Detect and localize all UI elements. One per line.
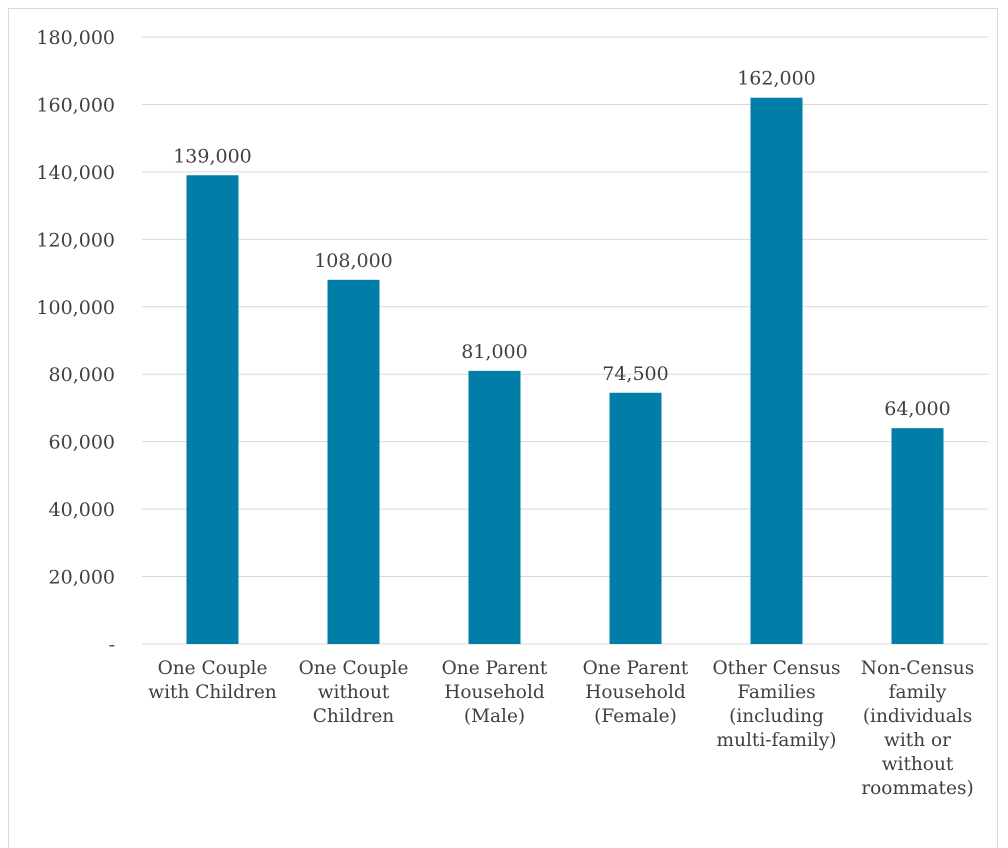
data-label: 162,000 (737, 68, 816, 90)
y-tick-label: 40,000 (49, 499, 115, 521)
data-label: 81,000 (461, 341, 527, 363)
x-tick-label: Household (444, 682, 545, 703)
data-label: 64,000 (884, 398, 950, 420)
bar (892, 428, 944, 644)
data-label: 108,000 (314, 250, 393, 272)
x-tick-label: Non-Census (861, 658, 974, 679)
x-tick-label: (including (729, 706, 824, 727)
bar (610, 393, 662, 644)
x-tick-label: without (882, 754, 954, 775)
x-tick-label: One Couple (299, 658, 409, 679)
x-axis-tick-labels: One Couple with Children One Couple without… (148, 658, 974, 799)
y-tick-label: 120,000 (36, 229, 115, 251)
y-axis-tick-labels: - 20,000 40,000 60,000 80,000 100,000 120,000 1… (36, 27, 115, 656)
bars (187, 98, 944, 644)
bar (751, 98, 803, 644)
x-tick-label: (Male) (464, 706, 525, 727)
x-tick-label: family (889, 682, 947, 703)
x-tick-label: (Female) (594, 706, 677, 727)
x-tick-label: with Children (148, 682, 277, 703)
x-tick-label: Children (313, 706, 395, 727)
y-tick-label: 140,000 (36, 162, 115, 184)
x-tick-label: without (318, 682, 390, 703)
x-tick-label: (individuals (863, 706, 972, 727)
x-tick-label: multi-family) (717, 730, 837, 751)
bar (187, 175, 239, 644)
x-tick-label: One Parent (583, 658, 689, 679)
gridlines (142, 37, 988, 644)
x-tick-label: Household (585, 682, 686, 703)
data-label: 139,000 (173, 145, 252, 167)
y-tick-label: 60,000 (49, 432, 115, 454)
y-tick-label: 160,000 (36, 94, 115, 116)
data-label: 74,500 (602, 363, 668, 385)
x-tick-label: One Couple (158, 658, 268, 679)
x-tick-label: One Parent (442, 658, 548, 679)
y-tick-label: 100,000 (36, 297, 115, 319)
y-tick-label: 180,000 (36, 27, 115, 49)
bar (328, 280, 380, 644)
y-tick-label: 20,000 (49, 567, 115, 589)
y-tick-label: 80,000 (49, 364, 115, 386)
x-tick-label: Families (737, 682, 815, 703)
y-tick-label: - (109, 634, 115, 656)
x-tick-label: with or (884, 730, 951, 751)
data-labels: 139,000 108,000 81,000 74,500 162,000 64,000 (173, 68, 951, 420)
x-tick-label: roommates) (861, 778, 973, 799)
x-tick-label: Other Census (712, 658, 840, 679)
bar (469, 371, 521, 644)
